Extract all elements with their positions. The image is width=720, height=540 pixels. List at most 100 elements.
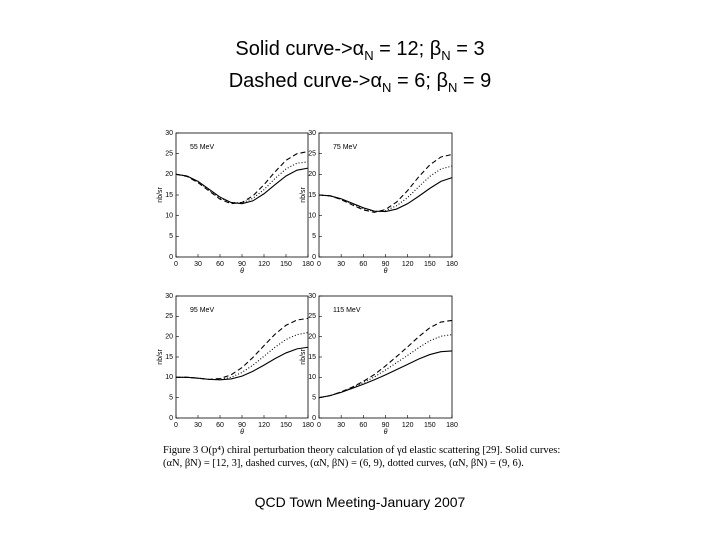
y-tick-label: 20	[165, 171, 173, 178]
x-axis-label: θ	[384, 429, 388, 436]
x-tick-label: 60	[359, 261, 367, 268]
curve	[318, 334, 453, 399]
x-tick-label: 60	[216, 261, 224, 268]
x-tick-label: 0	[174, 261, 178, 268]
y-tick-label: 25	[165, 151, 173, 158]
curve	[176, 346, 309, 381]
y-tick-label: 10	[165, 213, 173, 220]
y-tick-label: 15	[308, 192, 316, 199]
y-tick-label: 15	[165, 192, 173, 199]
curve	[176, 332, 309, 380]
y-tick-label: 30	[308, 130, 316, 137]
y-tick-label: 30	[165, 293, 173, 300]
x-tick-label: 60	[216, 422, 224, 429]
y-tick-label: 0	[312, 254, 316, 261]
y-tick-label: 5	[312, 395, 316, 402]
x-tick-label: 0	[317, 422, 321, 429]
x-tick-label: 180	[446, 261, 458, 268]
caption: Figure 3 O(p⁴) chiral perturbation theor…	[163, 444, 583, 470]
x-tick-label: 30	[337, 261, 345, 268]
curve	[318, 177, 453, 213]
annotation: 55 MeV	[190, 144, 214, 151]
x-tick-label: 180	[446, 422, 458, 429]
x-tick-label: 90	[382, 422, 390, 429]
title-text: = 6; β	[391, 70, 448, 92]
title-text: Solid curve->α	[235, 38, 365, 60]
y-tick-label: 5	[169, 395, 173, 402]
title-text: Dashed curve->α	[228, 70, 383, 92]
caption-line: (αN, βN) = [12, 3], dashed curves, (αN, …	[163, 458, 524, 469]
caption-line: Figure 3 O(p⁴) chiral perturbation theor…	[163, 445, 561, 456]
annotation: 115 MeV	[333, 307, 361, 314]
y-tick-label: 15	[165, 354, 173, 361]
y-tick-label: 30	[308, 293, 316, 300]
x-tick-label: 120	[258, 261, 270, 268]
y-axis-label: nb/sr	[300, 187, 307, 203]
y-tick-label: 20	[165, 334, 173, 341]
y-tick-label: 15	[308, 354, 316, 361]
plot-frame	[175, 132, 309, 258]
x-tick-label: 150	[280, 261, 292, 268]
x-axis-label: θ	[240, 268, 244, 275]
x-axis-label: θ	[384, 268, 388, 275]
annotation: 75 MeV	[333, 144, 357, 151]
x-tick-label: 0	[317, 261, 321, 268]
y-axis-label: nb/sr	[300, 349, 307, 365]
title-text: = 3	[450, 38, 485, 60]
y-tick-label: 25	[308, 313, 316, 320]
curve	[175, 167, 309, 205]
y-tick-label: 0	[169, 254, 173, 261]
x-tick-label: 120	[402, 422, 414, 429]
x-tick-label: 120	[258, 422, 270, 429]
x-tick-label: 90	[238, 261, 246, 268]
x-tick-label: 30	[337, 422, 345, 429]
x-tick-label: 30	[194, 261, 202, 268]
y-tick-label: 0	[312, 415, 316, 422]
x-tick-label: 0	[174, 422, 178, 429]
x-tick-label: 150	[280, 422, 292, 429]
plot-frame	[175, 295, 309, 419]
curve	[318, 165, 453, 213]
footer: QCD Town Meeting-January 2007	[254, 494, 466, 510]
curve	[318, 153, 453, 213]
y-tick-label: 30	[165, 130, 173, 137]
x-tick-label: 150	[424, 261, 436, 268]
curve	[318, 350, 453, 399]
y-tick-label: 20	[308, 334, 316, 341]
y-tick-label: 0	[169, 415, 173, 422]
x-tick-label: 30	[194, 422, 202, 429]
x-tick-label: 90	[238, 422, 246, 429]
curve	[175, 161, 309, 204]
x-tick-label: 150	[424, 422, 436, 429]
title-line: Solid curve->αN = 12; βN = 3	[0, 38, 720, 63]
y-tick-label: 10	[165, 374, 173, 381]
y-tick-label: 20	[308, 171, 316, 178]
x-tick-label: 90	[382, 261, 390, 268]
y-tick-label: 10	[308, 374, 316, 381]
x-tick-label: 60	[359, 422, 367, 429]
y-tick-label: 10	[308, 213, 316, 220]
title-text: = 9	[457, 70, 492, 92]
x-tick-label: 120	[402, 261, 414, 268]
subscript: N	[441, 48, 451, 63]
title-line: Dashed curve->αN = 6; βN = 9	[0, 70, 720, 95]
subscript: N	[364, 48, 374, 63]
curve	[176, 317, 309, 380]
y-tick-label: 5	[169, 233, 173, 240]
annotation: 95 MeV	[190, 307, 214, 314]
x-tick-label: 180	[302, 261, 314, 268]
y-axis-label: nb/sr	[157, 187, 164, 203]
subscript: N	[382, 80, 392, 95]
y-tick-label: 25	[165, 313, 173, 320]
x-tick-label: 180	[302, 422, 314, 429]
plot-frame	[318, 295, 453, 419]
curve	[318, 319, 453, 399]
y-tick-label: 5	[312, 233, 316, 240]
curve	[175, 151, 309, 205]
subscript: N	[447, 80, 458, 95]
y-axis-label: nb/sr	[157, 349, 164, 365]
y-tick-label: 25	[308, 151, 316, 158]
title-text: = 12; β	[373, 38, 442, 60]
